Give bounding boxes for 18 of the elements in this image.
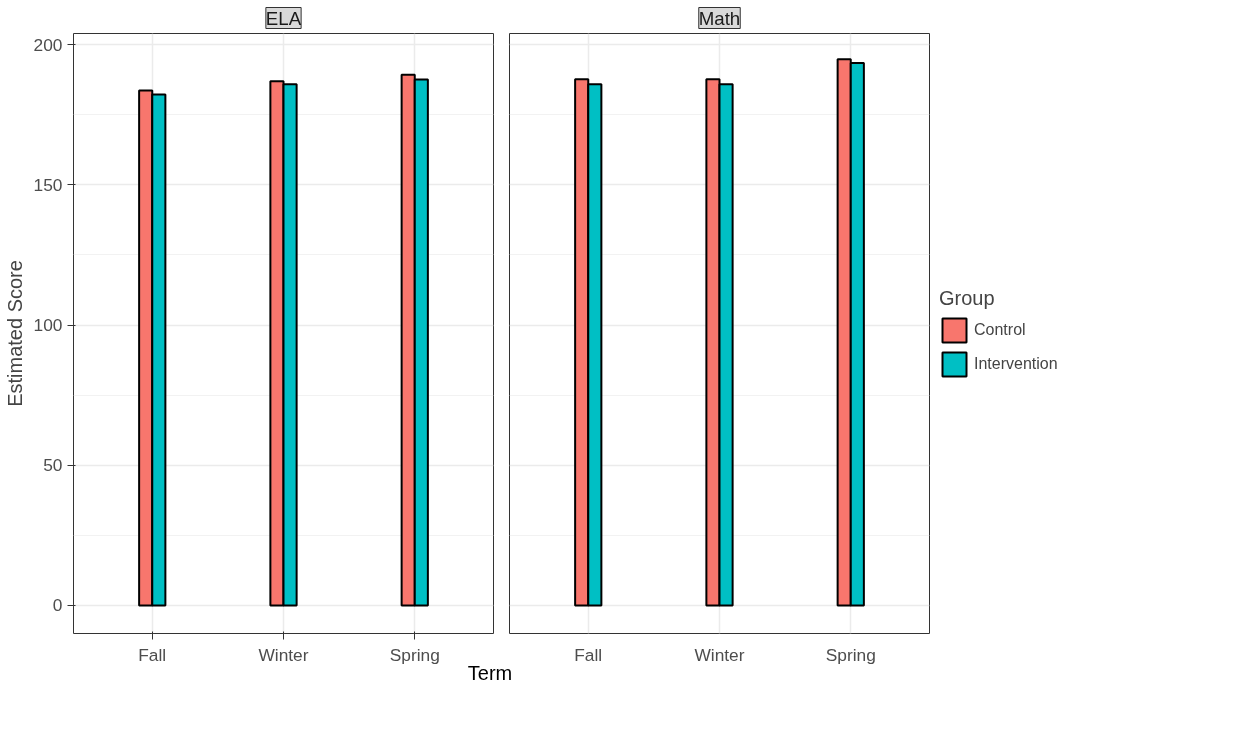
x-tick-label: Fall (574, 644, 603, 665)
chart-title: Math (698, 7, 741, 29)
y-tick-label: 150 (33, 174, 63, 195)
legend-label: Control (974, 321, 1026, 339)
y-tick-label: 0 (52, 595, 63, 616)
chart-title: ELA (265, 7, 302, 29)
x-tick-label: Fall (138, 644, 167, 665)
y-tick-label: 200 (33, 34, 63, 55)
x-tick-label: Winter (258, 644, 309, 665)
y-axis-title: Estimated Score (3, 260, 26, 407)
legend-label: Intervention (974, 355, 1058, 373)
x-tick-label: Spring (389, 644, 440, 665)
x-tick-label: Spring (825, 644, 876, 665)
y-tick-label: 100 (33, 315, 63, 336)
y-tick-label: 50 (43, 455, 63, 476)
x-axis-title: Term (467, 661, 513, 686)
x-tick-label: Winter (694, 644, 745, 665)
legend-title: Group (939, 287, 996, 310)
